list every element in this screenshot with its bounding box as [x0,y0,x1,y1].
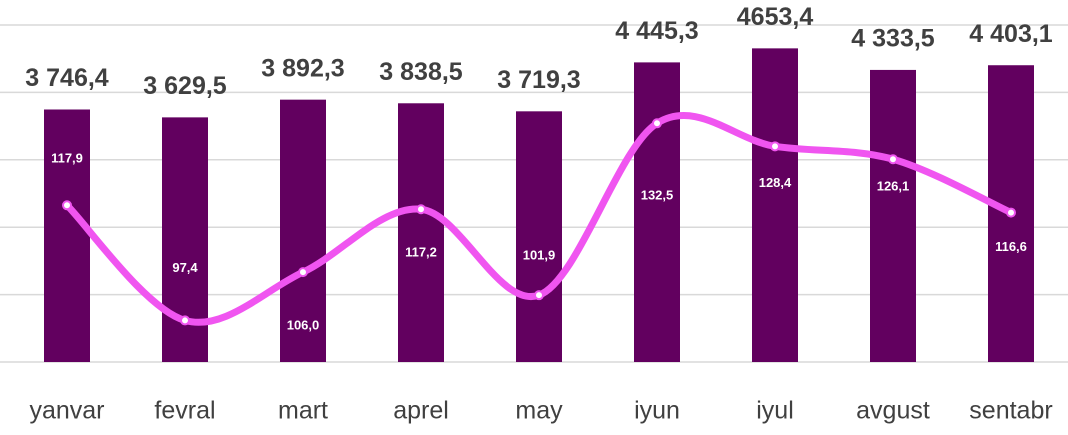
line-point [180,315,190,326]
line-point [298,267,308,278]
bar-value-label: 3 719,3 [497,66,580,94]
x-tick-label: sentabr [969,397,1052,425]
line-value-label: 128,4 [759,175,792,190]
line-value-label: 126,1 [877,179,910,194]
bar-value-label: 3 746,4 [25,64,109,92]
line-point [770,141,780,152]
line-point [534,290,544,301]
bar [280,99,326,362]
x-tick-label: may [515,397,563,425]
bar [398,103,444,363]
line-value-label: 106,0 [287,318,320,333]
bar-value-label: 4653,4 [737,3,814,31]
x-tick-label: yanvar [29,397,104,425]
line-value-label: 97,4 [172,260,198,275]
bar [516,111,562,362]
line-point [888,154,898,165]
bar-value-label: 3 629,5 [143,72,227,100]
x-tick-label: mart [278,397,328,425]
line-point [62,200,72,211]
line-value-label: 132,5 [641,188,674,203]
x-tick-label: aprel [393,397,449,425]
line-point [1006,207,1016,218]
bar [634,62,680,362]
line-value-label: 117,9 [51,151,83,166]
bar-value-label: 3 838,5 [379,58,463,86]
bar [870,69,916,363]
line-point [652,118,662,129]
bar-value-label: 3 892,3 [261,54,344,82]
x-tick-label: iyun [634,397,680,425]
x-tick-label: iyul [756,397,794,425]
x-tick-label: avgust [856,397,930,425]
x-tick-label: fevral [154,397,215,425]
bar-value-label: 4 403,1 [969,20,1053,48]
bar [752,48,798,362]
bar-value-label: 4 333,5 [851,25,935,53]
bar-value-label: 4 445,3 [615,17,698,45]
line-value-label: 116,6 [995,239,1027,254]
line-point [416,204,426,215]
bar [44,109,90,362]
line-value-label: 117,2 [405,245,437,260]
line-value-label: 101,9 [523,248,556,263]
